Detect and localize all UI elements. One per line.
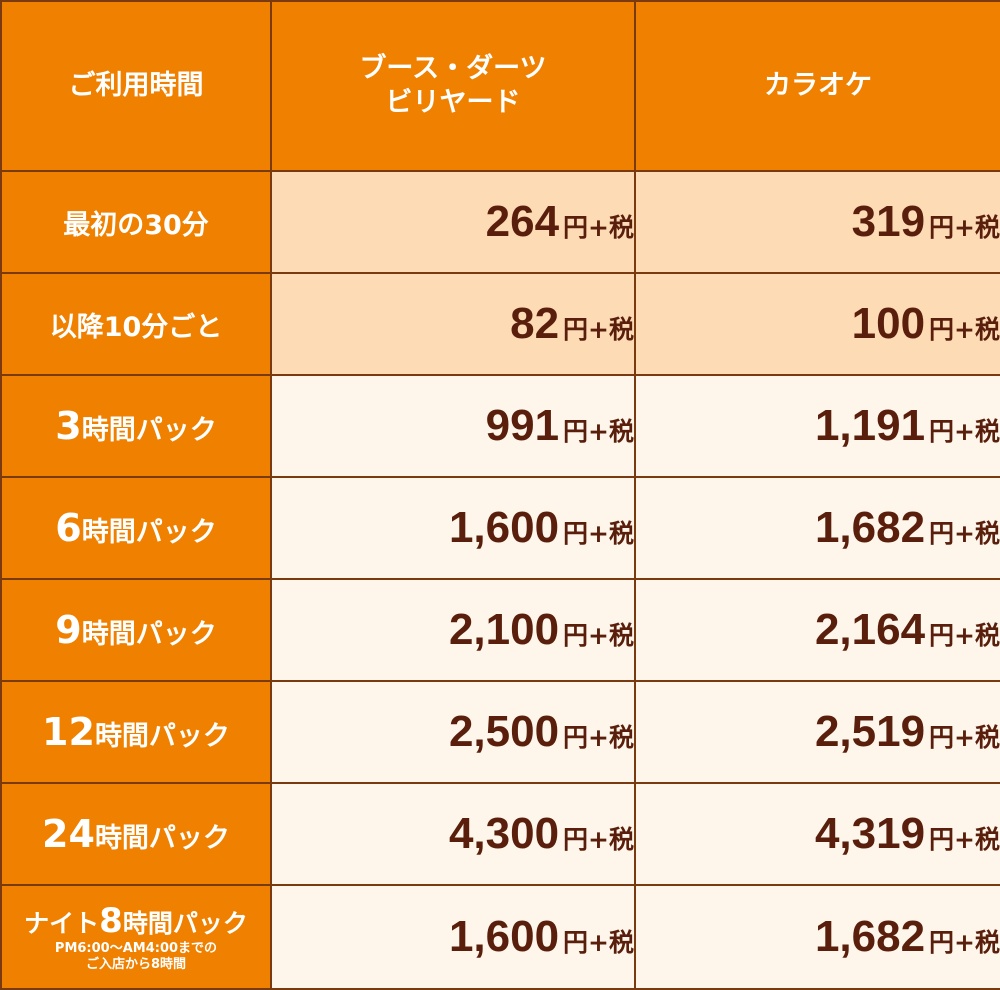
booth-price: 2,100 円+税 xyxy=(270,578,636,682)
header-booth-darts-billiards: ブース・ダーツ ビリヤード xyxy=(270,0,636,172)
booth-price: 82 円+税 xyxy=(270,272,636,376)
karaoke-price: 319 円+税 xyxy=(634,170,1000,274)
row-label: 12時間パック xyxy=(0,680,272,784)
table-row: 6時間パック 1,600 円+税 1,682 円+税 xyxy=(0,476,1000,580)
booth-price: 1,600 円+税 xyxy=(270,884,636,990)
row-label: 6時間パック xyxy=(0,476,272,580)
header-row: ご利用時間 ブース・ダーツ ビリヤード カラオケ xyxy=(0,0,1000,172)
night-pack-title: ナイト8時間パック xyxy=(24,900,248,941)
karaoke-price: 1,682 円+税 xyxy=(634,476,1000,580)
row-label: 最初の30分 xyxy=(0,170,272,274)
row-label: 以降10分ごと xyxy=(0,272,272,376)
row-label: 9時間パック xyxy=(0,578,272,682)
table-row: ナイト8時間パック PM6:00～AM4:00までの ご入店から8時間 1,60… xyxy=(0,884,1000,990)
row-label: ナイト8時間パック PM6:00～AM4:00までの ご入店から8時間 xyxy=(0,884,272,990)
booth-price: 4,300 円+税 xyxy=(270,782,636,886)
table-row: 9時間パック 2,100 円+税 2,164 円+税 xyxy=(0,578,1000,682)
table-row: 24時間パック 4,300 円+税 4,319 円+税 xyxy=(0,782,1000,886)
booth-price: 991 円+税 xyxy=(270,374,636,478)
table-row: 最初の30分 264 円+税 319 円+税 xyxy=(0,170,1000,274)
karaoke-price: 2,519 円+税 xyxy=(634,680,1000,784)
header-karaoke: カラオケ xyxy=(634,0,1000,172)
table-row: 以降10分ごと 82 円+税 100 円+税 xyxy=(0,272,1000,376)
booth-price: 1,600 円+税 xyxy=(270,476,636,580)
table-row: 12時間パック 2,500 円+税 2,519 円+税 xyxy=(0,680,1000,784)
row-label: 24時間パック xyxy=(0,782,272,886)
night-pack-note-1: PM6:00～AM4:00までの xyxy=(54,940,218,956)
karaoke-price: 4,319 円+税 xyxy=(634,782,1000,886)
table-row: 3時間パック 991 円+税 1,191 円+税 xyxy=(0,374,1000,478)
karaoke-price: 100 円+税 xyxy=(634,272,1000,376)
night-pack-note-2: ご入店から8時間 xyxy=(85,957,187,972)
row-label: 3時間パック xyxy=(0,374,272,478)
booth-price: 264 円+税 xyxy=(270,170,636,274)
karaoke-price: 1,682 円+税 xyxy=(634,884,1000,990)
header-usage-time: ご利用時間 xyxy=(0,0,272,172)
karaoke-price: 1,191 円+税 xyxy=(634,374,1000,478)
booth-price: 2,500 円+税 xyxy=(270,680,636,784)
karaoke-price: 2,164 円+税 xyxy=(634,578,1000,682)
